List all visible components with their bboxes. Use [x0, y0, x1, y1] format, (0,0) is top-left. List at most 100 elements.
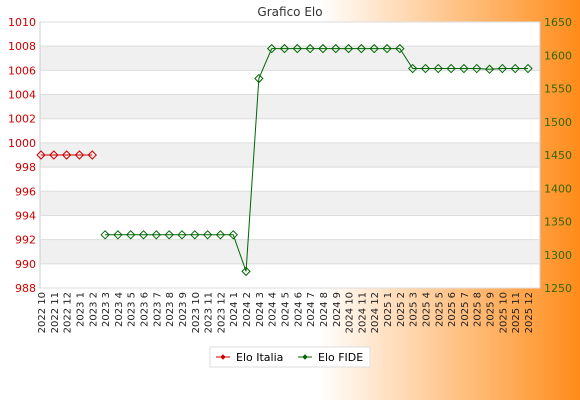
x-tick-label: 2024 3	[255, 292, 266, 327]
plot-band	[40, 167, 540, 192]
x-tick-label: 2025 8	[473, 292, 484, 327]
legend-item: Elo FIDE	[298, 351, 363, 364]
y-right-tick-label: 1600	[544, 49, 572, 62]
data-point	[228, 230, 238, 240]
data-point	[177, 230, 187, 240]
data-point	[433, 63, 443, 74]
data-point	[254, 73, 264, 84]
y-right-tick-label: 1650	[544, 16, 572, 29]
x-tick-label: 2023 8	[165, 292, 176, 327]
data-point	[202, 230, 213, 240]
data-point	[318, 43, 328, 54]
x-tick-label: 2024 10	[345, 292, 356, 333]
legend-label: Elo FIDE	[318, 351, 363, 364]
y-left-tick-label: 1000	[8, 137, 36, 150]
data-point	[113, 230, 123, 240]
x-tick-label: 2024 12	[370, 292, 381, 333]
series-elo-italia	[36, 150, 97, 160]
x-tick-label: 2023 4	[114, 292, 125, 327]
x-tick-label: 2023 7	[152, 292, 163, 327]
data-point	[61, 150, 72, 160]
y-left-tick-label: 1010	[8, 16, 36, 29]
series-line	[105, 48, 528, 272]
x-tick-label: 2024 8	[319, 292, 330, 327]
y-right-tick-label: 1450	[544, 149, 572, 162]
data-point	[190, 230, 200, 240]
plot-band	[40, 215, 540, 240]
x-tick-label: 2023 3	[101, 292, 112, 327]
x-tick-label: 2023 10	[191, 292, 202, 333]
data-point	[215, 230, 226, 240]
x-tick-label: 2025 1	[383, 292, 394, 327]
x-tick-label: 2025 9	[486, 292, 497, 327]
data-point	[126, 230, 136, 240]
x-tick-label: 2025 7	[460, 292, 471, 327]
y-left-tick-label: 988	[15, 282, 36, 295]
data-point	[369, 43, 379, 54]
y-left-tick-label: 994	[15, 209, 36, 222]
y-left-tick-label: 990	[15, 258, 36, 271]
x-tick-label: 2025 12	[524, 292, 535, 333]
x-tick-label: 2025 2	[396, 292, 407, 327]
x-tick-label: 2023 2	[88, 292, 99, 327]
y-left-tick-label: 1004	[8, 89, 36, 102]
legend-marker	[220, 354, 226, 360]
data-point	[446, 63, 456, 74]
x-tick-label: 2024 5	[281, 292, 292, 327]
plot-band	[40, 239, 540, 264]
y-right-tick-label: 1250	[544, 282, 572, 295]
plot-band	[40, 46, 540, 71]
data-point	[49, 150, 59, 160]
y-left-tick-label: 998	[15, 161, 36, 174]
x-tick-label: 2024 7	[306, 292, 317, 327]
y-right-tick-label: 1400	[544, 182, 572, 195]
data-point	[36, 150, 46, 160]
legend-box	[209, 346, 371, 368]
data-point	[87, 150, 97, 160]
plot-band	[40, 263, 540, 288]
plot-band	[40, 142, 540, 168]
legend-label: Elo Italia	[236, 351, 283, 364]
data-point	[164, 230, 174, 240]
data-point	[138, 230, 149, 240]
legend-marker	[302, 354, 308, 360]
data-point	[292, 43, 303, 54]
x-tick-label: 2022 10	[37, 292, 48, 333]
plot-band	[40, 94, 540, 119]
x-tick-label: 2025 11	[511, 292, 522, 333]
plot-band	[40, 70, 540, 95]
data-point	[305, 43, 315, 54]
y-right-tick-label: 1500	[544, 116, 572, 129]
y-left-tick-label: 1002	[8, 113, 36, 126]
plot-band	[40, 118, 540, 143]
y-left-tick-label: 992	[15, 234, 36, 247]
data-point	[484, 64, 495, 74]
x-tick-label: 2023 5	[127, 292, 138, 327]
data-point	[74, 150, 85, 160]
data-point	[407, 63, 418, 74]
data-point	[459, 63, 469, 74]
x-tick-label: 2024 11	[357, 292, 368, 333]
y-right-tick-label: 1350	[544, 216, 572, 229]
y-right-tick-label: 1550	[544, 83, 572, 96]
x-tick-label: 2024 1	[229, 292, 240, 327]
data-point	[343, 43, 354, 54]
data-point	[420, 63, 431, 74]
plot-band	[40, 191, 540, 216]
y-right-tick-label: 1300	[544, 249, 572, 262]
x-tick-label: 2022 12	[63, 292, 74, 333]
chart-title: Grafico Elo	[257, 5, 322, 19]
y-left-tick-label: 1008	[8, 40, 36, 53]
data-point	[382, 43, 392, 54]
data-point	[523, 63, 533, 74]
x-tick-label: 2025 5	[434, 292, 445, 327]
data-point	[100, 230, 110, 240]
x-tick-label: 2023 9	[178, 292, 189, 327]
data-point	[266, 43, 277, 54]
y-left-tick-label: 996	[15, 185, 36, 198]
legend-item: Elo Italia	[216, 351, 283, 364]
x-tick-label: 2023 6	[140, 292, 151, 327]
x-tick-label: 2023 1	[75, 292, 86, 327]
x-tick-label: 2024 6	[293, 292, 304, 327]
